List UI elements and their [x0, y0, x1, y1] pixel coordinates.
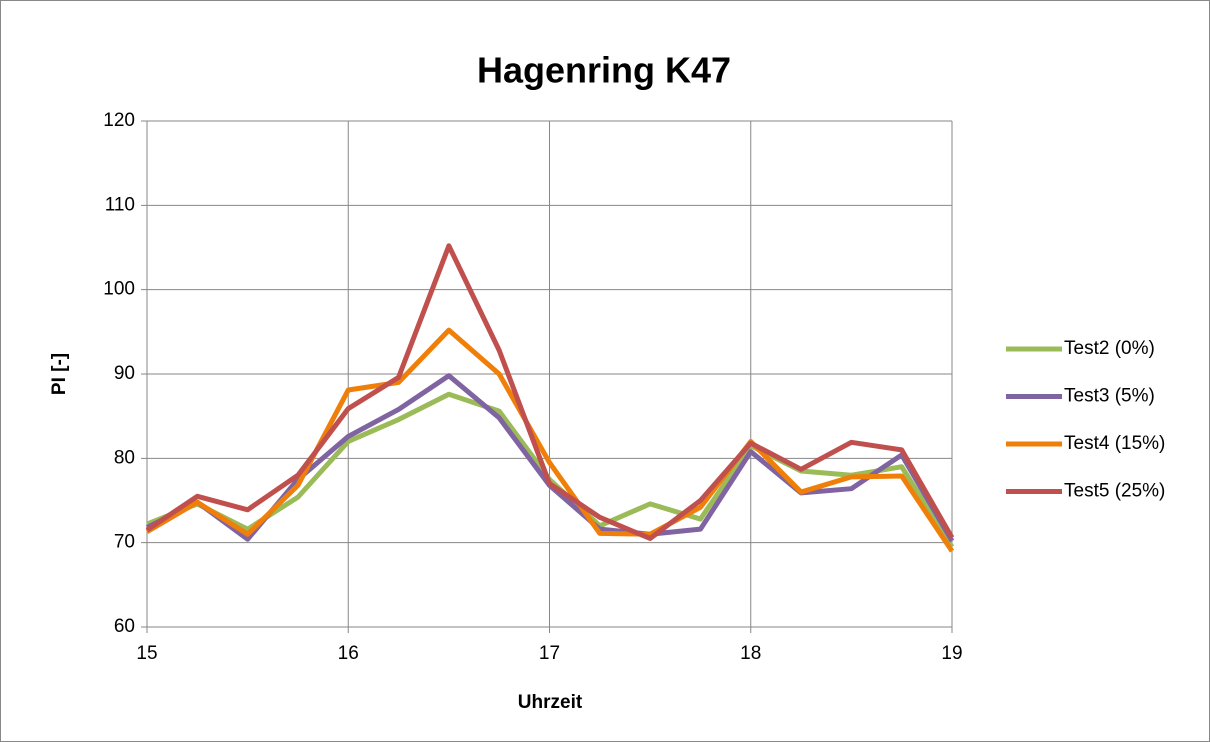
y-tick-label: 80 — [114, 447, 135, 468]
y-tick-label: 90 — [114, 363, 135, 384]
x-axis-label: Uhrzeit — [518, 692, 583, 713]
x-tick-label: 19 — [941, 643, 962, 664]
y-tick-label: 120 — [103, 110, 135, 131]
y-tick-label: 110 — [105, 194, 135, 215]
x-tick-label: 17 — [539, 643, 560, 664]
legend-label: Test5 (25%) — [1064, 481, 1165, 502]
y-axis-label: PI [-] — [49, 353, 70, 395]
legend-label: Test2 (0%) — [1064, 338, 1155, 359]
x-tick-label: 18 — [740, 643, 761, 664]
legend-label: Test3 (5%) — [1064, 386, 1155, 407]
series-line — [145, 327, 955, 553]
y-tick-label: 100 — [103, 279, 135, 300]
y-tick-label: 70 — [114, 532, 135, 553]
series-line — [145, 243, 955, 541]
y-tick-label: 60 — [114, 616, 135, 637]
legend-label: Test4 (15%) — [1064, 433, 1165, 454]
x-tick-label: 16 — [338, 643, 359, 664]
x-tick-label: 15 — [136, 643, 157, 664]
chart-title: Hagenring K47 — [477, 50, 731, 91]
